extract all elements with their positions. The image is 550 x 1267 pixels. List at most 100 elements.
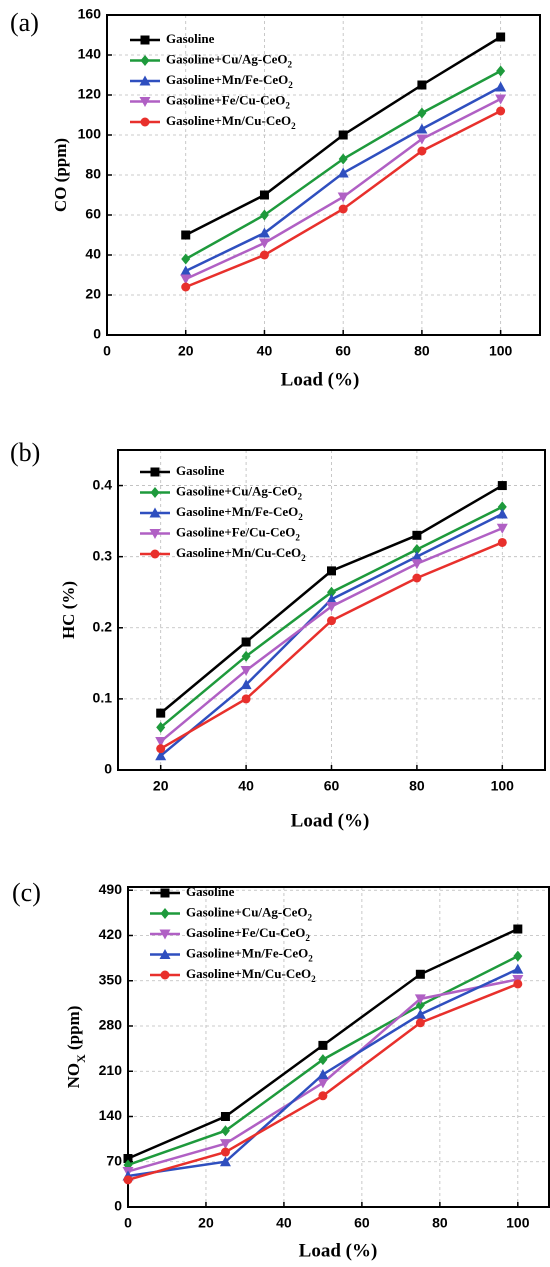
marker <box>496 65 506 77</box>
marker <box>417 107 427 119</box>
legend-label: Gasoline <box>176 463 225 478</box>
y-tick-label: 280 <box>99 1017 123 1033</box>
marker <box>326 593 337 604</box>
legend-marker <box>159 949 171 959</box>
marker <box>416 123 428 134</box>
legend-label: Gasoline+Cu/Ag-CeO2 <box>176 483 303 501</box>
legend-label: Gasoline+Fe/Cu-CeO2 <box>186 925 310 943</box>
marker <box>123 1154 133 1164</box>
legend-marker <box>140 35 150 45</box>
marker <box>411 551 423 562</box>
panel-label: (b) <box>10 438 40 467</box>
marker <box>220 1111 230 1121</box>
marker <box>497 481 507 491</box>
marker <box>337 192 349 203</box>
marker <box>181 282 191 292</box>
marker <box>327 566 336 576</box>
legend-label: Gasoline+Fe/Cu-CeO2 <box>176 524 300 542</box>
x-tick-label: 60 <box>354 1215 370 1231</box>
legend-label: Gasoline+Mn/Cu-CeO2 <box>186 966 316 984</box>
x-tick-label: 60 <box>324 778 340 794</box>
legend-marker <box>140 55 150 66</box>
marker <box>220 1147 230 1157</box>
y-axis-label: CO (ppm) <box>51 138 70 212</box>
y-tick-label: 140 <box>78 46 102 62</box>
marker <box>327 616 336 626</box>
legend-marker <box>149 529 161 539</box>
y-tick-label: 0 <box>104 761 112 777</box>
y-tick-label: 40 <box>85 246 101 262</box>
plot-frame <box>106 14 541 336</box>
marker <box>317 1068 329 1079</box>
plot-frame <box>117 449 546 771</box>
y-tick-label: 60 <box>85 206 101 222</box>
marker <box>155 750 167 761</box>
y-tick-label: 0 <box>93 326 101 342</box>
marker <box>495 81 507 92</box>
legend-marker <box>149 507 161 518</box>
legend-label: Gasoline+Fe/Cu-CeO2 <box>166 92 290 110</box>
marker <box>181 253 191 265</box>
marker <box>513 950 523 962</box>
marker <box>327 586 336 598</box>
legend-marker <box>160 908 170 919</box>
x-tick-label: 40 <box>238 778 254 794</box>
legend-marker <box>160 888 170 898</box>
legend-marker <box>150 467 160 477</box>
x-tick-label: 20 <box>198 1215 214 1231</box>
marker <box>338 153 348 165</box>
legend-label: Gasoline+Cu/Ag-CeO2 <box>166 51 293 69</box>
marker <box>497 501 507 513</box>
x-tick-label: 60 <box>335 343 351 359</box>
legend-marker <box>150 549 160 559</box>
marker <box>240 665 252 676</box>
marker <box>496 523 508 534</box>
marker <box>156 721 166 733</box>
y-tick-label: 20 <box>85 286 101 302</box>
y-tick-label: 140 <box>99 1107 123 1123</box>
y-tick-label: 0.3 <box>93 547 113 563</box>
x-tick-label: 40 <box>257 343 273 359</box>
legend-label: Gasoline+Mn/Fe-CeO2 <box>166 72 293 90</box>
marker <box>318 1040 328 1050</box>
y-tick-label: 350 <box>99 971 123 987</box>
y-tick-label: 120 <box>78 86 102 102</box>
legend-marker <box>159 929 171 940</box>
y-tick-label: 160 <box>78 6 102 22</box>
y-tick-label: 490 <box>99 881 123 897</box>
marker <box>259 209 269 221</box>
legend-label: Gasoline <box>186 884 235 899</box>
marker <box>259 190 269 200</box>
x-axis-label: Load (%) <box>299 1240 378 1261</box>
marker <box>338 204 348 214</box>
y-tick-label: 0.2 <box>93 618 113 634</box>
x-tick-label: 80 <box>414 343 430 359</box>
marker <box>317 1078 329 1089</box>
marker <box>123 1175 133 1185</box>
x-tick-label: 40 <box>276 1215 292 1231</box>
marker <box>240 679 252 690</box>
y-tick-label: 100 <box>78 126 102 142</box>
y-tick-label: 0 <box>114 1198 122 1214</box>
marker <box>417 146 427 156</box>
marker <box>496 32 506 42</box>
marker <box>513 979 523 989</box>
legend-marker <box>139 75 151 86</box>
y-tick-label: 0.4 <box>93 476 113 492</box>
legend-label: Gasoline+Mn/Cu-CeO2 <box>176 545 306 563</box>
panel-label: (a) <box>10 8 39 37</box>
marker <box>258 238 270 249</box>
marker <box>156 744 166 754</box>
marker <box>416 134 428 145</box>
marker <box>259 250 269 260</box>
marker <box>318 1091 328 1101</box>
x-tick-label: 100 <box>506 1215 530 1231</box>
plot-frame <box>127 886 550 1208</box>
marker <box>415 999 425 1011</box>
y-tick-label: 210 <box>99 1062 123 1078</box>
y-tick-label: 420 <box>99 926 123 942</box>
y-axis-label: HC (%) <box>59 581 78 639</box>
marker <box>513 924 523 934</box>
marker <box>512 963 524 974</box>
marker <box>415 1018 425 1028</box>
